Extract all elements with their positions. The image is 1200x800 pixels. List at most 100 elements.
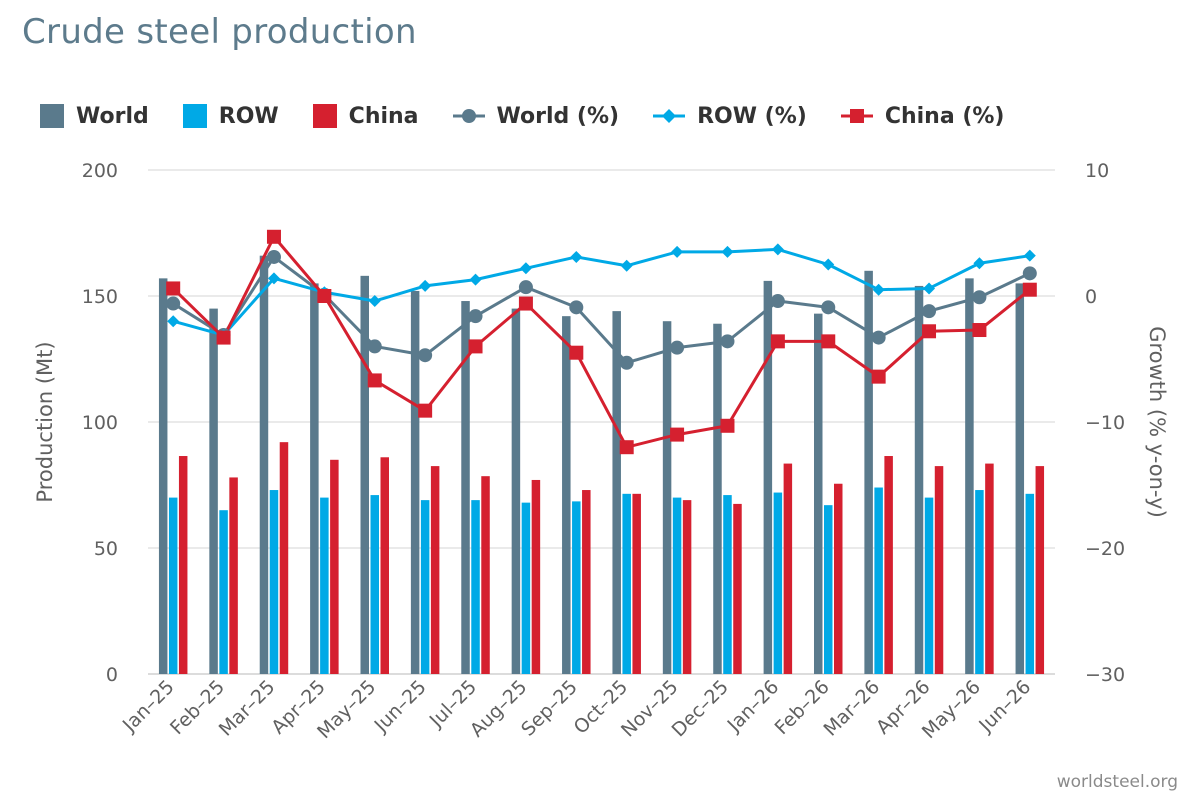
y2-tick-label: −10 xyxy=(1085,412,1125,434)
bar-row xyxy=(824,505,833,674)
point-world-pct xyxy=(1022,266,1037,281)
legend-item-china[interactable]: China xyxy=(312,103,419,129)
bar-world xyxy=(713,323,722,674)
line-world-pct xyxy=(172,255,1031,365)
point-china-pct xyxy=(770,334,785,349)
bar-china xyxy=(582,490,591,674)
legend-label-world-pct: World (%) xyxy=(496,103,620,129)
y2-tick-label: −30 xyxy=(1085,664,1125,686)
bar-row xyxy=(874,487,883,674)
point-china-pct xyxy=(317,289,332,303)
bar-row xyxy=(521,502,531,674)
y-tick-label: 0 xyxy=(106,664,118,686)
point-row-pct xyxy=(872,283,885,296)
legend-item-row-pct[interactable]: ROW (%) xyxy=(653,104,807,129)
point-row-pct xyxy=(368,295,381,308)
bar-world xyxy=(259,255,269,674)
x-tick-label: Jun–25 xyxy=(370,676,431,737)
x-tick-label: Sep–25 xyxy=(517,676,582,741)
bar-world xyxy=(209,308,218,674)
point-world-pct xyxy=(468,309,483,324)
bar-china xyxy=(934,466,944,674)
point-world-pct xyxy=(569,300,584,315)
point-china-pct xyxy=(1022,282,1037,297)
bar-world xyxy=(410,290,420,674)
y-tick-label: 50 xyxy=(94,538,118,560)
legend-item-world[interactable]: World xyxy=(40,104,149,129)
point-row-pct xyxy=(1023,249,1036,262)
y2-tick-label: 10 xyxy=(1085,160,1109,182)
bar-world xyxy=(360,275,369,674)
bar-row xyxy=(471,500,480,674)
bar-row xyxy=(622,493,631,674)
point-world-pct xyxy=(871,330,886,345)
bar-row xyxy=(219,510,228,674)
point-world-pct xyxy=(670,340,685,355)
point-china-pct xyxy=(418,403,433,418)
point-china-pct xyxy=(922,324,937,339)
y-tick-label: 100 xyxy=(82,412,118,434)
bar-china xyxy=(632,493,641,674)
line-row-pct xyxy=(172,247,1031,337)
legend-item-china-pct[interactable]: China (%) xyxy=(840,104,1004,129)
chart-title: Crude steel production xyxy=(22,12,417,52)
y-tick-label: 150 xyxy=(82,286,118,308)
point-world-pct xyxy=(770,294,785,309)
bar-china xyxy=(430,466,440,674)
bar-row xyxy=(924,497,934,674)
legend-label-china: China xyxy=(348,103,419,129)
bar-china xyxy=(481,476,490,674)
bar-china xyxy=(531,479,541,674)
legend-item-row[interactable]: ROW xyxy=(182,104,279,129)
point-row-pct xyxy=(822,258,835,271)
point-row-pct xyxy=(620,259,633,272)
x-tick-label: Aug–25 xyxy=(466,676,532,742)
y-axis-title: Production (Mt) xyxy=(33,341,57,502)
point-china-pct xyxy=(266,229,281,244)
point-row-pct xyxy=(671,245,684,258)
bar-world xyxy=(511,308,521,674)
legend-swatch-world-pct xyxy=(452,109,485,123)
point-world-pct xyxy=(922,304,937,319)
bar-china xyxy=(229,477,238,674)
legend-swatch-china xyxy=(312,104,337,128)
point-row-pct xyxy=(469,273,482,286)
bar-china xyxy=(330,459,339,674)
point-china-pct xyxy=(670,427,685,442)
point-row-pct xyxy=(973,257,986,270)
bar-china xyxy=(733,503,742,674)
point-china-pct xyxy=(569,345,584,360)
legend-label-row-pct: ROW (%) xyxy=(697,103,807,129)
point-china-pct xyxy=(720,418,735,433)
bar-world xyxy=(864,270,873,674)
legend-item-world-pct[interactable]: World (%) xyxy=(452,103,620,129)
bar-row xyxy=(975,490,984,674)
bar-china xyxy=(783,463,793,674)
bar-china xyxy=(1035,466,1045,674)
bar-row xyxy=(773,492,783,674)
point-china-pct xyxy=(619,440,634,455)
bar-world xyxy=(461,301,470,674)
legend-swatch-row xyxy=(182,104,207,128)
point-world-pct xyxy=(972,290,987,305)
point-china-pct xyxy=(166,281,181,296)
bar-row xyxy=(672,497,682,674)
line-china-pct xyxy=(172,235,1031,449)
bar-world xyxy=(814,313,823,674)
chart-legend: World ROW China World (%) ROW (%) China … xyxy=(40,96,1038,136)
bar-world xyxy=(965,278,974,674)
point-china-pct xyxy=(518,296,533,311)
point-world-pct xyxy=(821,300,836,315)
bar-row xyxy=(420,500,430,674)
source-credit[interactable]: worldsteel.org xyxy=(1056,772,1178,792)
point-row-pct xyxy=(167,315,180,328)
point-row-pct xyxy=(721,245,734,258)
bar-world xyxy=(310,283,319,674)
point-world-pct xyxy=(720,334,735,349)
point-china-pct xyxy=(367,373,382,388)
point-world-pct xyxy=(619,355,634,370)
legend-label-world: World xyxy=(76,103,149,129)
bar-china xyxy=(380,457,389,674)
bar-world xyxy=(662,321,672,674)
x-tick-label: Dec–25 xyxy=(668,676,733,741)
